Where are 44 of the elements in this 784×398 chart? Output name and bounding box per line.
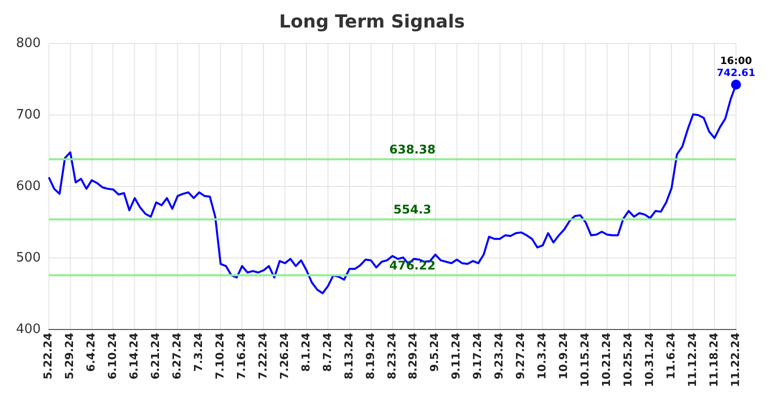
x-tick-label: 11.6.24	[664, 332, 678, 380]
x-tick-label: 9.27.24	[514, 332, 528, 380]
x-tick-label: 8.29.24	[406, 332, 420, 380]
x-tick-label: 9.23.24	[492, 332, 506, 380]
x-tick-label: 8.1.24	[299, 332, 312, 372]
y-tick-label: 800	[16, 36, 41, 51]
x-tick-label: 11.12.24	[686, 332, 699, 387]
chart-title: Long Term Signals	[279, 11, 465, 32]
x-tick-label: 7.26.24	[278, 332, 291, 380]
x-tick-label: 7.22.24	[256, 332, 270, 380]
x-tick-label: 7.10.24	[213, 332, 226, 380]
x-tick-label: 6.14.24	[128, 332, 141, 380]
x-tick-label: 10.15.24	[578, 332, 592, 387]
y-tick-label: 400	[16, 322, 41, 338]
x-tick-label: 7.3.24	[192, 332, 205, 372]
x-tick-label: 6.27.24	[170, 332, 184, 380]
x-tick-label: 6.10.24	[106, 332, 120, 380]
x-tick-label: 9.5.24	[428, 332, 442, 372]
x-tick-label: 8.19.24	[364, 332, 377, 380]
y-tick-label: 500	[16, 250, 41, 266]
ref-line-label: 638.38	[389, 142, 436, 156]
x-tick-label: 10.21.24	[600, 332, 614, 387]
x-tick-label: 11.18.24	[707, 332, 720, 387]
x-tick-label: 9.11.24	[450, 332, 463, 380]
annotation: 16:00	[720, 56, 752, 68]
x-tick-label: 6.4.24	[84, 332, 98, 372]
x-tick-label: 10.3.24	[536, 332, 549, 380]
ref-line-label: 554.3	[393, 202, 432, 216]
x-tick-label: 6.21.24	[149, 332, 162, 380]
x-tick-label: 10.9.24	[557, 332, 570, 380]
y-tick-label: 600	[16, 179, 41, 194]
x-tick-label: 7.16.24	[234, 332, 248, 380]
y-tick-label: 700	[16, 108, 41, 123]
x-tick-label: 8.23.24	[385, 332, 398, 380]
x-tick-label: 9.17.24	[471, 332, 484, 380]
x-tick-label: 8.7.24	[320, 332, 334, 372]
x-tick-label: 10.25.24	[621, 332, 634, 387]
data-label: 742.61	[716, 68, 756, 80]
x-tick-label: 11.22.24	[728, 332, 742, 387]
x-tick-label: 5.29.24	[63, 332, 76, 380]
x-tick-label: 5.22.24	[42, 332, 55, 380]
x-tick-label: 10.31.24	[642, 332, 656, 387]
x-tick-label: 8.13.24	[342, 332, 356, 380]
ref-line-label: 476.22	[389, 258, 436, 272]
